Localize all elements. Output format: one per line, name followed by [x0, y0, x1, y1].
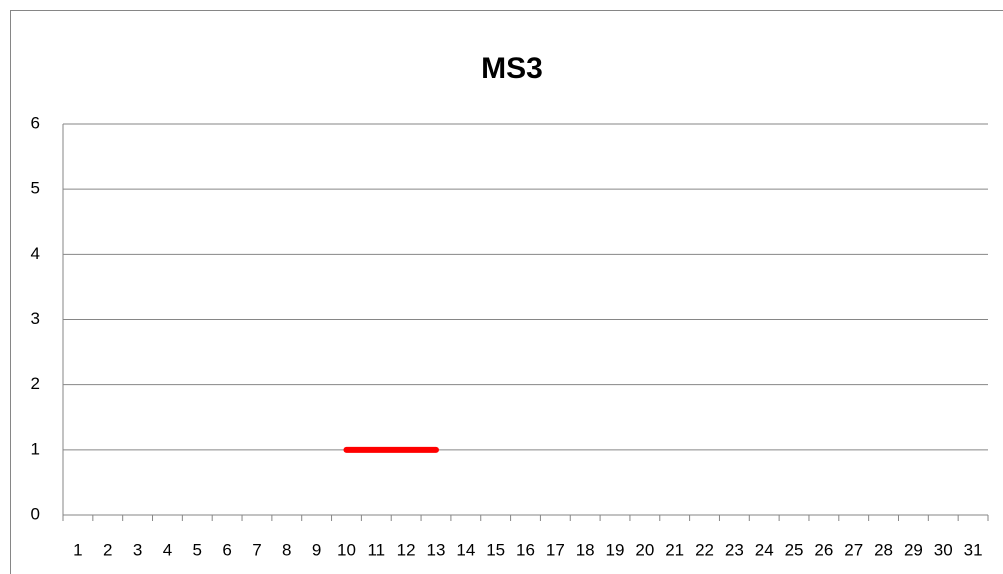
x-tick-label: 7 — [252, 540, 261, 559]
y-tick-label: 0 — [31, 504, 40, 523]
x-tick-label: 30 — [934, 540, 953, 559]
x-tick-label: 29 — [904, 540, 923, 559]
x-tick-label: 26 — [814, 540, 833, 559]
x-tick-label: 13 — [427, 540, 446, 559]
x-tick-label: 27 — [844, 540, 863, 559]
y-tick-label: 2 — [31, 374, 40, 393]
y-tick-label: 4 — [31, 244, 40, 263]
x-tick-label: 24 — [755, 540, 774, 559]
y-tick-label: 3 — [31, 309, 40, 328]
chart-border — [10, 10, 1003, 574]
x-tick-label: 17 — [546, 540, 565, 559]
x-tick-label: 28 — [874, 540, 893, 559]
x-tick-label: 1 — [73, 540, 82, 559]
x-tick-label: 19 — [606, 540, 625, 559]
x-tick-label: 11 — [367, 540, 385, 559]
y-tick-label: 5 — [31, 179, 40, 198]
x-tick-label: 5 — [193, 540, 202, 559]
x-tick-label: 20 — [635, 540, 654, 559]
x-tick-label: 16 — [516, 540, 535, 559]
x-tick-label: 10 — [337, 540, 356, 559]
chart-title: MS3 — [481, 52, 543, 85]
x-tick-label: 9 — [312, 540, 321, 559]
x-tick-label: 18 — [576, 540, 595, 559]
y-tick-label: 6 — [31, 113, 40, 132]
x-tick-label: 22 — [695, 540, 714, 559]
x-tick-label: 25 — [785, 540, 804, 559]
x-tick-label: 2 — [103, 540, 112, 559]
x-tick-label: 3 — [133, 540, 142, 559]
x-tick-label: 21 — [665, 540, 684, 559]
x-tick-label: 23 — [725, 540, 744, 559]
x-tick-label: 31 — [964, 540, 983, 559]
x-tick-label: 14 — [456, 540, 475, 559]
y-tick-label: 1 — [31, 439, 40, 458]
x-tick-label: 6 — [222, 540, 231, 559]
x-tick-label: 12 — [397, 540, 416, 559]
x-tick-label: 4 — [163, 540, 172, 559]
x-tick-label: 8 — [282, 540, 291, 559]
x-tick-label: 15 — [486, 540, 505, 559]
